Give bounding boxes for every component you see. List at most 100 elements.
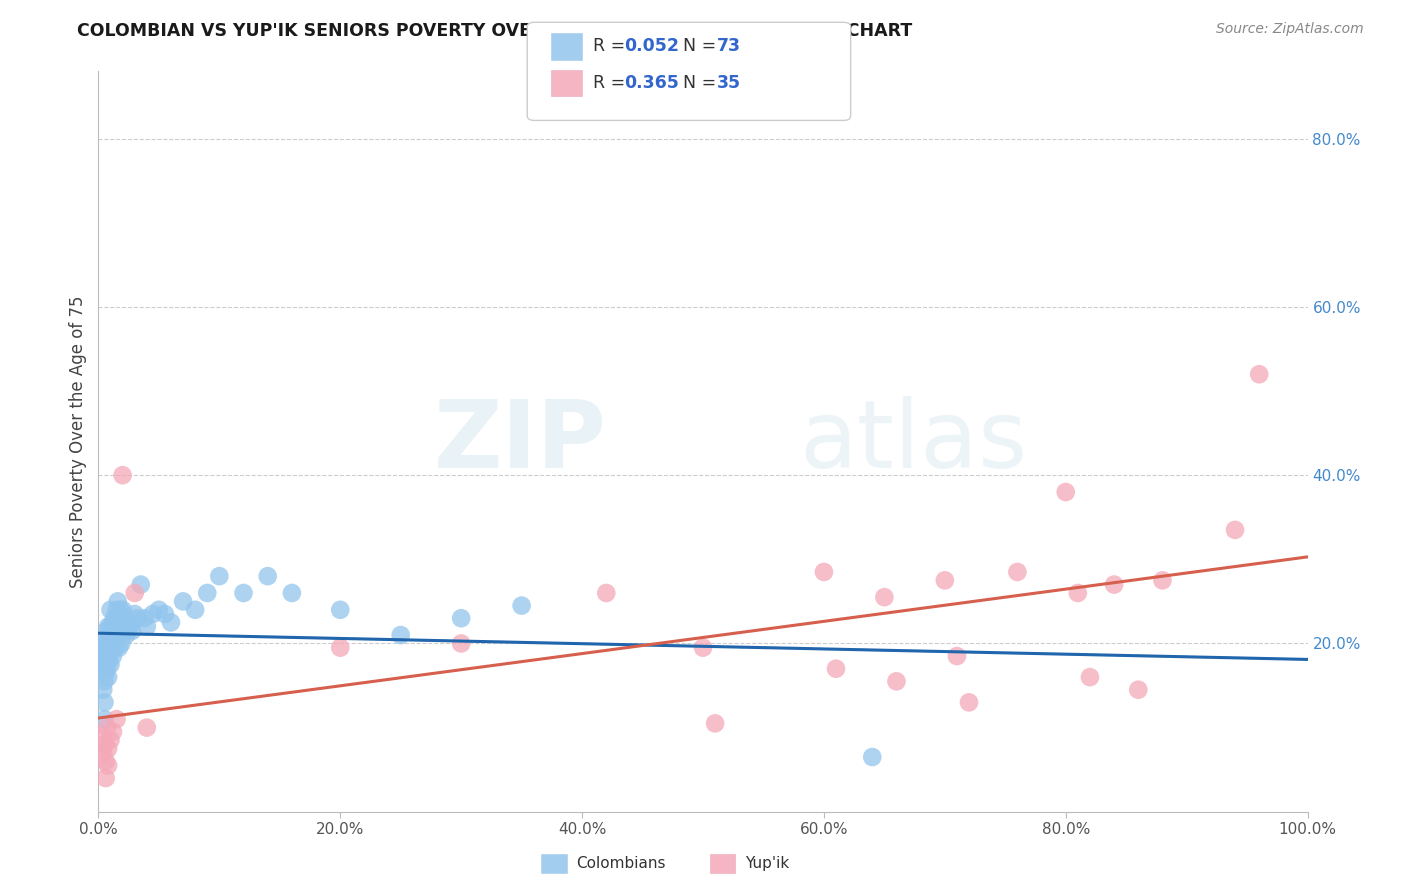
Point (124, 586, 146, 600)
Point (148, 603, 170, 617)
Point (124, 607, 146, 621)
Point (825, 662, 848, 676)
Point (97, 758, 120, 772)
Text: R =: R = (593, 74, 631, 92)
Text: R =: R = (593, 37, 631, 55)
Point (91, 682, 114, 697)
Point (93, 636, 115, 650)
Point (96, 721, 118, 735)
Point (232, 586, 254, 600)
Point (195, 586, 218, 600)
Point (98, 632, 121, 647)
Point (1223, 523, 1246, 537)
Point (111, 624, 134, 638)
Point (1128, 682, 1150, 697)
Point (96, 636, 118, 650)
Point (91, 729, 114, 743)
Point (97, 619, 120, 633)
Point (127, 611, 149, 625)
Point (93, 695, 115, 709)
Point (108, 603, 131, 617)
Point (100, 733, 122, 747)
Point (110, 636, 132, 650)
Point (97, 636, 120, 650)
Point (104, 619, 127, 633)
Point (281, 586, 304, 600)
Point (114, 611, 136, 625)
Point (100, 640, 122, 655)
Point (94, 754, 117, 768)
Point (100, 603, 122, 617)
Point (153, 607, 176, 621)
Point (934, 574, 956, 588)
Point (134, 611, 156, 625)
Point (118, 619, 141, 633)
Y-axis label: Seniors Poverty Over the Age of 75: Seniors Poverty Over the Age of 75 (69, 295, 87, 588)
Text: Yup'ik: Yup'ik (745, 856, 789, 871)
Point (96, 624, 118, 638)
Point (704, 716, 727, 731)
Point (118, 615, 141, 630)
Point (101, 615, 124, 630)
Text: Colombians: Colombians (576, 856, 666, 871)
Text: Source: ZipAtlas.com: Source: ZipAtlas.com (1216, 22, 1364, 37)
Point (104, 640, 127, 655)
Point (101, 724, 124, 739)
Point (1054, 485, 1077, 500)
Point (121, 624, 143, 638)
Point (813, 565, 835, 579)
Text: atlas: atlas (800, 395, 1028, 488)
Point (873, 590, 896, 604)
Point (105, 712, 128, 726)
Point (115, 628, 138, 642)
Point (91, 746, 114, 760)
Point (97, 741, 120, 756)
Point (100, 628, 122, 642)
Point (1007, 565, 1029, 579)
Point (184, 603, 207, 617)
Point (135, 721, 157, 735)
Point (94, 636, 117, 650)
Point (94, 649, 117, 664)
Point (108, 640, 131, 655)
Point (101, 632, 124, 647)
Point (112, 615, 135, 630)
Point (107, 594, 129, 608)
Point (256, 569, 278, 583)
Text: ZIP: ZIP (433, 395, 606, 488)
Text: 0.052: 0.052 (624, 37, 679, 55)
Point (93, 674, 115, 689)
Point (93, 738, 115, 752)
Point (1102, 577, 1125, 591)
Point (97, 670, 120, 684)
Point (111, 603, 134, 617)
Point (1078, 670, 1101, 684)
Point (957, 695, 980, 709)
Text: 73: 73 (717, 37, 741, 55)
Point (93, 712, 115, 726)
Point (946, 649, 969, 664)
Point (96, 662, 118, 676)
Point (886, 674, 908, 689)
Point (595, 586, 617, 600)
Point (450, 611, 472, 625)
Point (129, 577, 152, 591)
Point (1152, 574, 1174, 588)
Point (107, 615, 129, 630)
Text: 35: 35 (717, 74, 741, 92)
Point (860, 750, 883, 764)
Point (160, 615, 183, 630)
Point (93, 645, 115, 659)
Point (1067, 586, 1090, 600)
Point (105, 619, 128, 633)
Point (450, 636, 472, 650)
Point (135, 619, 157, 633)
Point (208, 569, 231, 583)
Point (91, 657, 114, 672)
Point (108, 624, 131, 638)
Point (101, 649, 124, 664)
Point (94, 771, 117, 785)
Point (96, 649, 118, 664)
Point (1249, 368, 1271, 382)
Point (97, 649, 120, 664)
